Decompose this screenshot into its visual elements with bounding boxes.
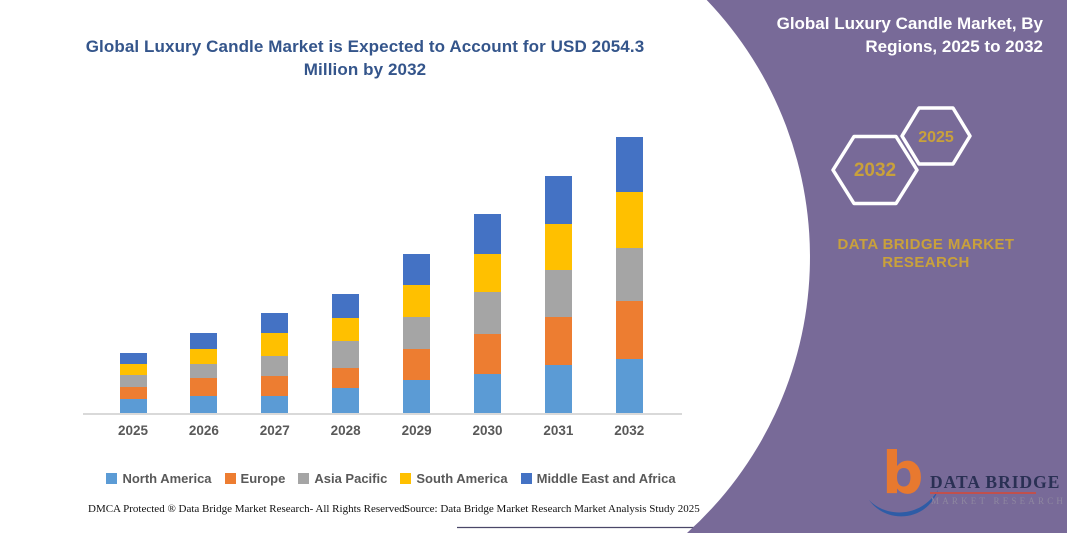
x-axis-label-2025: 2025 (117, 423, 149, 438)
logo-underline (930, 492, 1036, 494)
badge-2025-label: 2025 (918, 129, 954, 146)
logo-subtext: MARKET RESEARCH (931, 496, 1067, 506)
footer-source-text: Source: Data Bridge Market Research Mark… (404, 503, 700, 515)
dbmr-logo: b DATA BRIDGE MARKET RESEARCH (866, 444, 1063, 528)
legend-label-south-america: South America (416, 471, 508, 486)
chart-legend: North America Europe Asia Pacific South Ame… (20, 471, 762, 486)
bar-segment-2025-north-america (119, 398, 147, 413)
bar-segment-2031-middle-east-and-africa (544, 175, 572, 225)
bar-segment-2027-asia-pacific (261, 355, 289, 376)
x-axis-label-2032: 2032 (614, 423, 645, 438)
bar-segment-2026-middle-east-and-africa (190, 332, 218, 349)
logo-wordmark: DATA BRIDGE (930, 472, 1061, 492)
x-axis-label-2028: 2028 (330, 423, 361, 438)
x-axis-labels: 2025 2026 2027 2028 2029 2030 2031 2032 (85, 423, 681, 441)
x-axis-label-2031: 2031 (543, 423, 574, 438)
bar-segment-2028-south-america (332, 318, 360, 342)
bar-segment-2029-asia-pacific (403, 317, 431, 350)
bar-segment-2032-asia-pacific (615, 247, 643, 302)
bar-segment-2030-north-america (474, 373, 501, 413)
bar-segment-2028-middle-east-and-africa (332, 294, 360, 319)
bar-segment-2031-asia-pacific (544, 269, 572, 318)
bar-segment-2029-north-america (403, 380, 431, 413)
bar-segment-2029-south-america (403, 285, 431, 318)
bar-segment-2025-middle-east-and-africa (119, 352, 147, 364)
bar-segment-2027-north-america (261, 395, 289, 413)
legend-item-asia-pacific: Asia Pacific (298, 471, 387, 486)
bar-segment-2025-europe (119, 387, 147, 399)
bar-segment-2030-middle-east-and-africa (474, 214, 501, 255)
legend-label-north-america: North America (122, 471, 212, 486)
brand-wordmark: DATA BRIDGE MARKET RESEARCH (835, 236, 1017, 272)
bar-segment-2027-europe (261, 375, 289, 396)
legend-item-south-america: South America (400, 471, 508, 486)
bar-segment-2031-south-america (544, 224, 572, 270)
bar-segment-2032-middle-east-and-africa (615, 136, 643, 193)
logo-b-icon: b (882, 439, 924, 507)
bar-segment-2025-south-america (119, 363, 147, 376)
brand-line1: DATA BRIDGE MARKET (837, 236, 1015, 253)
legend-swatch-north-america (106, 473, 118, 484)
year-badges: 2025 2032 (831, 106, 972, 206)
bar-segment-2028-asia-pacific (332, 341, 360, 368)
x-axis-line (83, 413, 682, 415)
x-axis-label-2026: 2026 (188, 423, 219, 438)
legend-swatch-asia-pacific (298, 473, 310, 484)
bar-segment-2026-south-america (190, 348, 218, 364)
hexagon-2032-icon (831, 134, 919, 206)
bar-segment-2028-north-america (332, 387, 360, 413)
bar-segment-2028-europe (332, 367, 360, 388)
legend-swatch-middle-east-and-africa (520, 473, 532, 484)
brand-line2: RESEARCH (882, 254, 970, 271)
purple-side-panel (687, 0, 1067, 533)
legend-item-europe: Europe (224, 471, 286, 486)
legend-swatch-south-america (400, 473, 412, 484)
legend-swatch-europe (224, 473, 236, 484)
bar-segment-2032-north-america (615, 358, 643, 413)
bar-segment-2026-north-america (190, 396, 218, 413)
x-axis-label-2030: 2030 (472, 423, 503, 438)
page-title: Global Luxury Candle Market is Expected … (85, 37, 645, 79)
footer-dmca-text: DMCA Protected ® Data Bridge Market Rese… (88, 503, 408, 515)
legend-label-middle-east-and-africa: Middle East and Africa (536, 471, 676, 486)
bar-segment-2026-asia-pacific (190, 363, 218, 378)
panel-title: Global Luxury Candle Market, By Regions,… (776, 14, 1043, 56)
bar-segment-2027-south-america (261, 332, 289, 356)
legend-label-asia-pacific: Asia Pacific (314, 471, 388, 486)
bar-segment-2032-south-america (615, 192, 643, 248)
bar-segment-2030-europe (474, 334, 501, 374)
legend-item-north-america: North America (106, 471, 212, 486)
bar-segment-2030-south-america (474, 254, 501, 292)
badge-2032-label: 2032 (854, 160, 896, 181)
bar-chart (83, 121, 682, 415)
hexagon-2025-icon (900, 106, 972, 166)
legend-label-europe: Europe (240, 471, 286, 486)
bar-segment-2029-europe (403, 349, 431, 381)
bar-segment-2027-middle-east-and-africa (261, 312, 289, 333)
x-axis-label-2029: 2029 (401, 423, 432, 438)
x-axis-label-2027: 2027 (259, 423, 290, 438)
legend-item-middle-east-and-africa: Middle East and Africa (520, 471, 676, 486)
bar-segment-2029-middle-east-and-africa (403, 254, 431, 286)
bar-segment-2025-asia-pacific (119, 375, 147, 388)
bar-segment-2032-europe (615, 301, 643, 359)
logo-swoosh-icon (869, 490, 938, 517)
bar-segment-2031-europe (544, 317, 572, 365)
bar-segment-2031-north-america (544, 364, 572, 413)
bar-segment-2026-europe (190, 377, 218, 397)
bar-segment-2030-asia-pacific (474, 292, 501, 335)
